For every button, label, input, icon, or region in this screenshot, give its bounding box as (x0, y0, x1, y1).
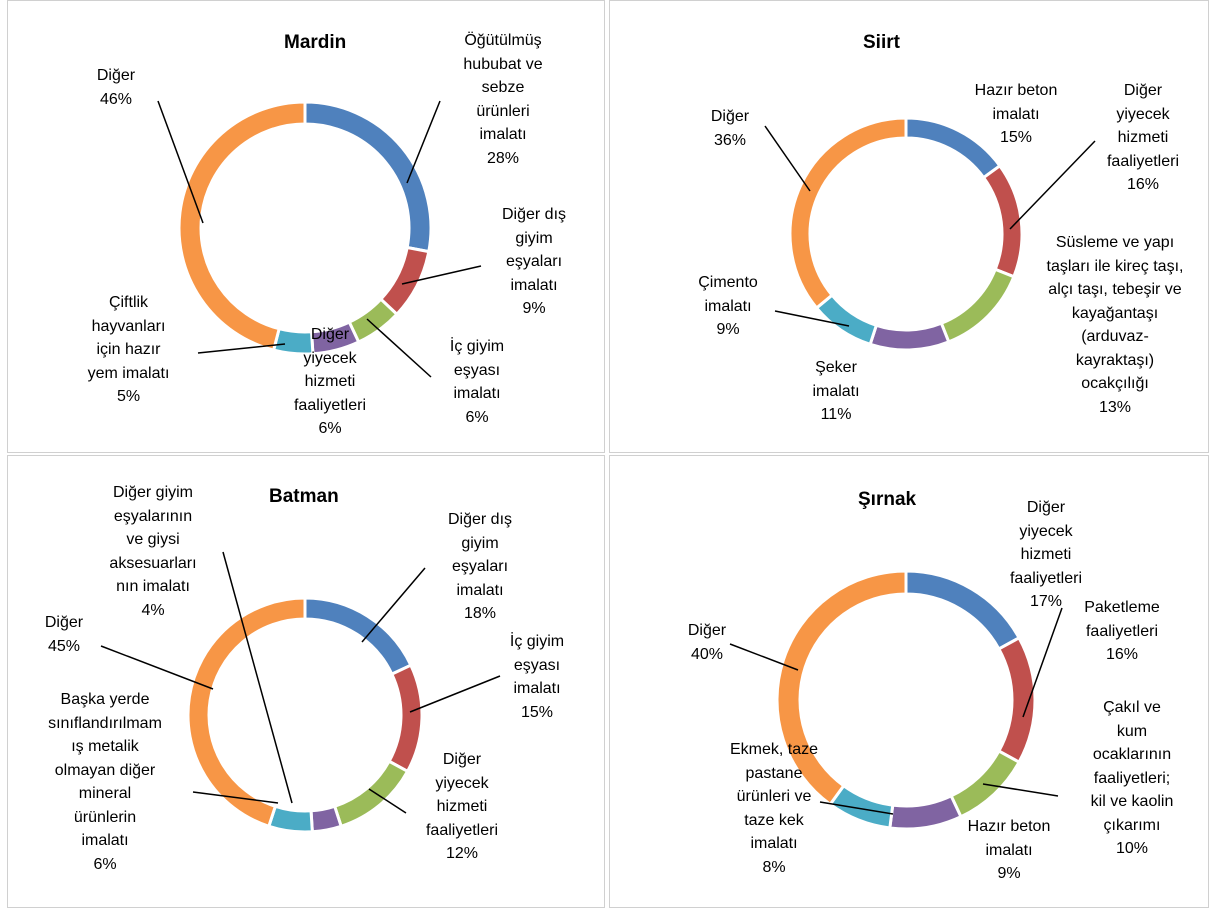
leader-line (764, 125, 811, 192)
data-label: İç giyim eşyası imalatı 6% (449, 338, 505, 426)
donut-segment (177, 100, 307, 352)
leader-line (361, 567, 426, 643)
donut-segment (939, 267, 1016, 344)
data-label: Hazır beton imalatı 15% (974, 82, 1058, 146)
leader-line (197, 343, 286, 354)
leader-line (222, 551, 293, 804)
data-label: Diğer giyim eşyalarının ve giysi aksesua… (109, 484, 197, 619)
leader-line (401, 265, 482, 285)
data-label: Diğer yiyecek hizmeti faaliyetleri 12% (425, 751, 499, 862)
data-label: Süsleme ve yapı taşları ile kireç taşı, … (1046, 234, 1184, 416)
leader-line (192, 791, 279, 804)
leader-line (406, 100, 441, 184)
donut-segment (981, 163, 1024, 279)
data-label: Şeker imalatı 11% (812, 359, 860, 423)
donut-segment (788, 116, 908, 311)
chart-panel-mardin: Mardin Öğütülmüş hububat ve sebze ürünle… (7, 0, 605, 453)
leader-line (774, 310, 850, 327)
data-label: Diğer dış giyim eşyaları imalatı 9% (501, 206, 567, 317)
data-label: Hazır beton imalatı 9% (967, 818, 1051, 882)
donut-segment (186, 596, 307, 829)
chart-title: Batman (269, 486, 339, 507)
leader-line (1009, 140, 1096, 230)
donut-chart-siirt (764, 116, 1096, 352)
leader-line (819, 801, 894, 815)
data-label: Çakıl ve kum ocaklarının faaliyetleri; k… (1090, 699, 1174, 857)
data-label: Diğer 46% (96, 67, 136, 108)
chart-title: Siirt (863, 32, 900, 53)
data-label: Başka yerde sınıflandırılmam ış metalik … (48, 691, 162, 873)
donut-segment (775, 569, 908, 807)
data-label: Öğütülmüş hububat ve sebze ürünleri imal… (463, 32, 543, 167)
data-label: İç giyim eşyası imalatı 15% (509, 633, 565, 721)
leader-line (100, 645, 214, 690)
leader-line (368, 788, 407, 814)
data-label: Çimento imalatı 9% (698, 274, 758, 338)
data-label: Diğer yiyecek hizmeti faaliyetleri 16% (1106, 82, 1180, 193)
donut-segment (868, 321, 951, 352)
donut-segment (332, 759, 410, 829)
donut-segment (888, 793, 963, 831)
chart-panel-batman: Batman Diğer dış giyim eşyaları imalatı 1… (7, 455, 605, 908)
data-label: Diğer yiyecek hizmeti faaliyetleri 17% (1009, 499, 1083, 610)
leader-line (366, 318, 432, 378)
chart-panel-siirt: Siirt Hazır beton imalatı 15% Diğer yiyec… (609, 0, 1209, 453)
donut-chart-mardin (157, 100, 482, 378)
chart-panel-sirnak: Şırnak Diğer yiyecek hizmeti faaliyetler… (609, 455, 1209, 908)
leader-line (729, 643, 799, 671)
data-label: Diğer dış giyim eşyaları imalatı 18% (447, 511, 513, 622)
data-label: Diğer 45% (44, 614, 84, 655)
donut-chart-sirnak (729, 569, 1063, 831)
leader-line (157, 100, 204, 224)
data-label: Çiftlik hayvanları için hazır yem imalat… (87, 294, 170, 405)
leader-line (409, 675, 501, 713)
data-label: Ekmek, taze pastane ürünleri ve taze kek… (729, 741, 819, 876)
donut-segment (303, 596, 413, 677)
data-label: Diğer yiyecek hizmeti faaliyetleri 6% (293, 326, 367, 437)
data-label: Diğer 36% (710, 108, 750, 149)
chart-title: Mardin (284, 32, 347, 53)
leader-line (1022, 607, 1063, 718)
donut-segment (309, 804, 344, 834)
donut-segment (303, 100, 433, 254)
leader-line (982, 783, 1059, 797)
donut-segment (814, 293, 879, 347)
data-label: Diğer 40% (687, 622, 727, 663)
donut-chart-batman (100, 551, 501, 834)
data-label: Paketleme faaliyetleri 16% (1084, 599, 1160, 663)
chart-title: Şırnak (858, 489, 917, 510)
